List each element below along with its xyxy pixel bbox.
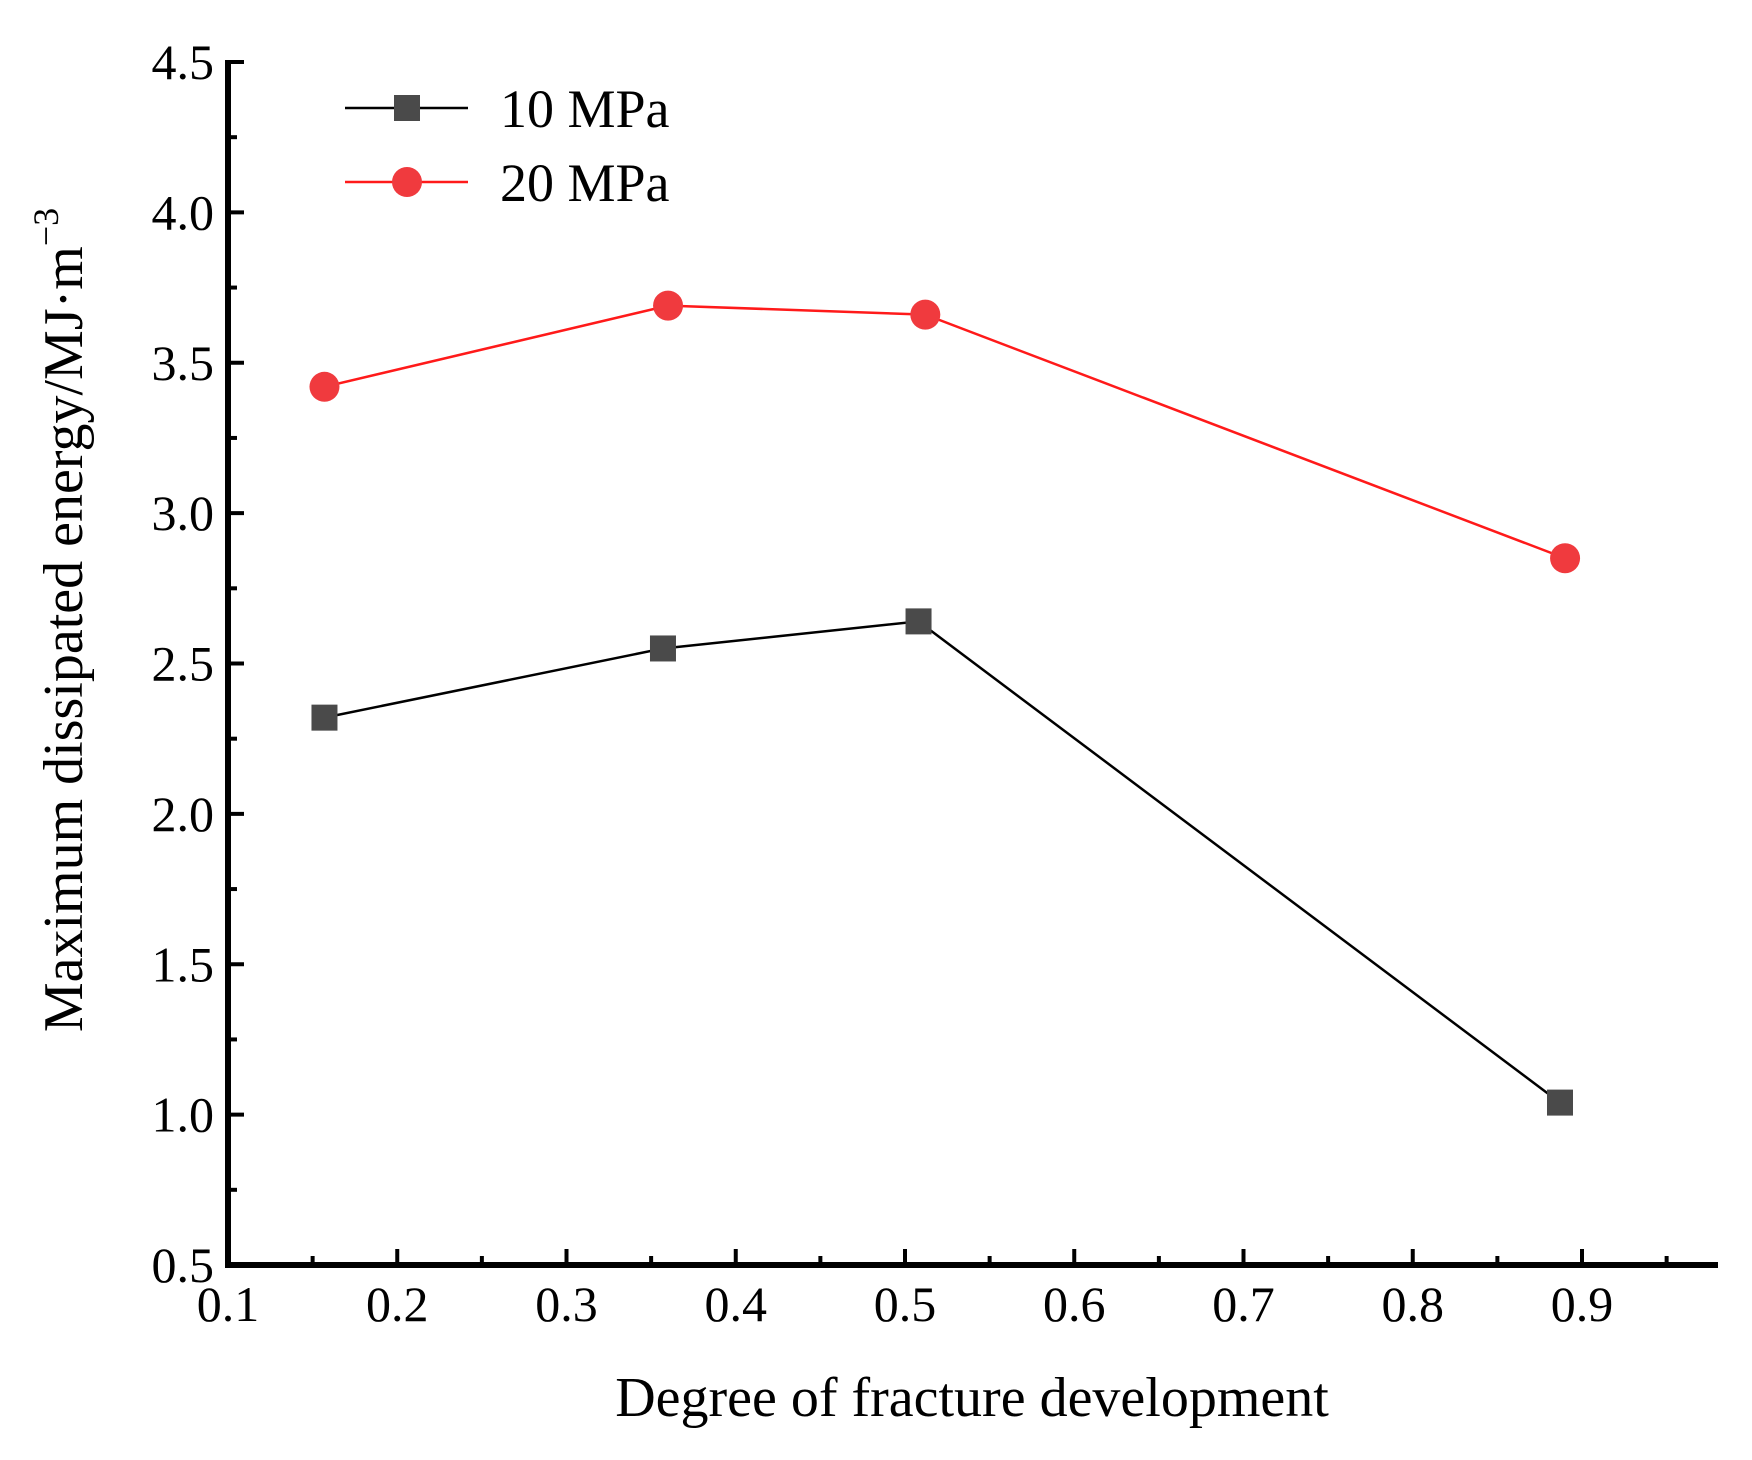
y-tick-label: 2.5 (152, 636, 215, 692)
legend: 10 MPa 20 MPa (345, 79, 670, 213)
data-point (905, 608, 932, 635)
series-10-mpa (311, 608, 1573, 1116)
data-point (1546, 1089, 1573, 1116)
legend-item: 10 MPa (345, 79, 670, 139)
data-point (649, 635, 676, 662)
legend-label: 10 MPa (500, 79, 670, 139)
legend-marker (392, 167, 422, 197)
x-tick-label: 0.9 (1551, 1276, 1614, 1332)
x-tick-label: 0.5 (874, 1276, 937, 1332)
y-tick-label: 4.5 (152, 34, 215, 90)
y-axis-title-main: Maximum dissipated energy/MJ·m (33, 246, 95, 1032)
x-tick-label: 0.4 (705, 1276, 768, 1332)
x-tick-label: 0.1 (197, 1276, 260, 1332)
series-20-mpa (309, 290, 1581, 574)
data-point (653, 290, 684, 321)
legend-marker (394, 95, 420, 121)
series-layer (309, 290, 1581, 1116)
x-axis-ticks: 0.1 0.2 0.3 0.4 0.5 0.6 0.7 0.8 0.9 (197, 1249, 1669, 1332)
legend-item: 20 MPa (345, 153, 670, 213)
y-axis-title-superscript: −3 (26, 208, 66, 246)
y-tick-label: 0.5 (152, 1237, 215, 1293)
plot-frame (225, 60, 1718, 1268)
x-tick-label: 0.6 (1043, 1276, 1106, 1332)
x-tick-label: 0.3 (535, 1276, 598, 1332)
y-tick-label: 1.0 (152, 1087, 215, 1143)
data-point (1550, 543, 1581, 574)
x-axis-title: Degree of fracture development (615, 1367, 1329, 1429)
x-tick-label: 0.7 (1212, 1276, 1275, 1332)
x-tick-label: 0.2 (366, 1276, 429, 1332)
data-point (309, 371, 340, 402)
y-tick-label: 3.5 (152, 335, 215, 391)
y-axis-title: Maximum dissipated energy/MJ·m−3 (26, 208, 95, 1032)
data-point (311, 704, 338, 731)
x-tick-label: 0.8 (1382, 1276, 1445, 1332)
series-line (324, 304, 1566, 560)
data-point (910, 299, 941, 330)
y-tick-label: 4.0 (152, 184, 215, 240)
series-line (324, 620, 1561, 1104)
y-axis-ticks: 0.5 1.0 1.5 2.0 2.5 3.0 3.5 4.0 4.5 (152, 34, 244, 1293)
y-tick-label: 2.0 (152, 786, 215, 842)
y-tick-label: 1.5 (152, 936, 215, 992)
y-tick-label: 3.0 (152, 485, 215, 541)
legend-label: 20 MPa (500, 153, 670, 213)
